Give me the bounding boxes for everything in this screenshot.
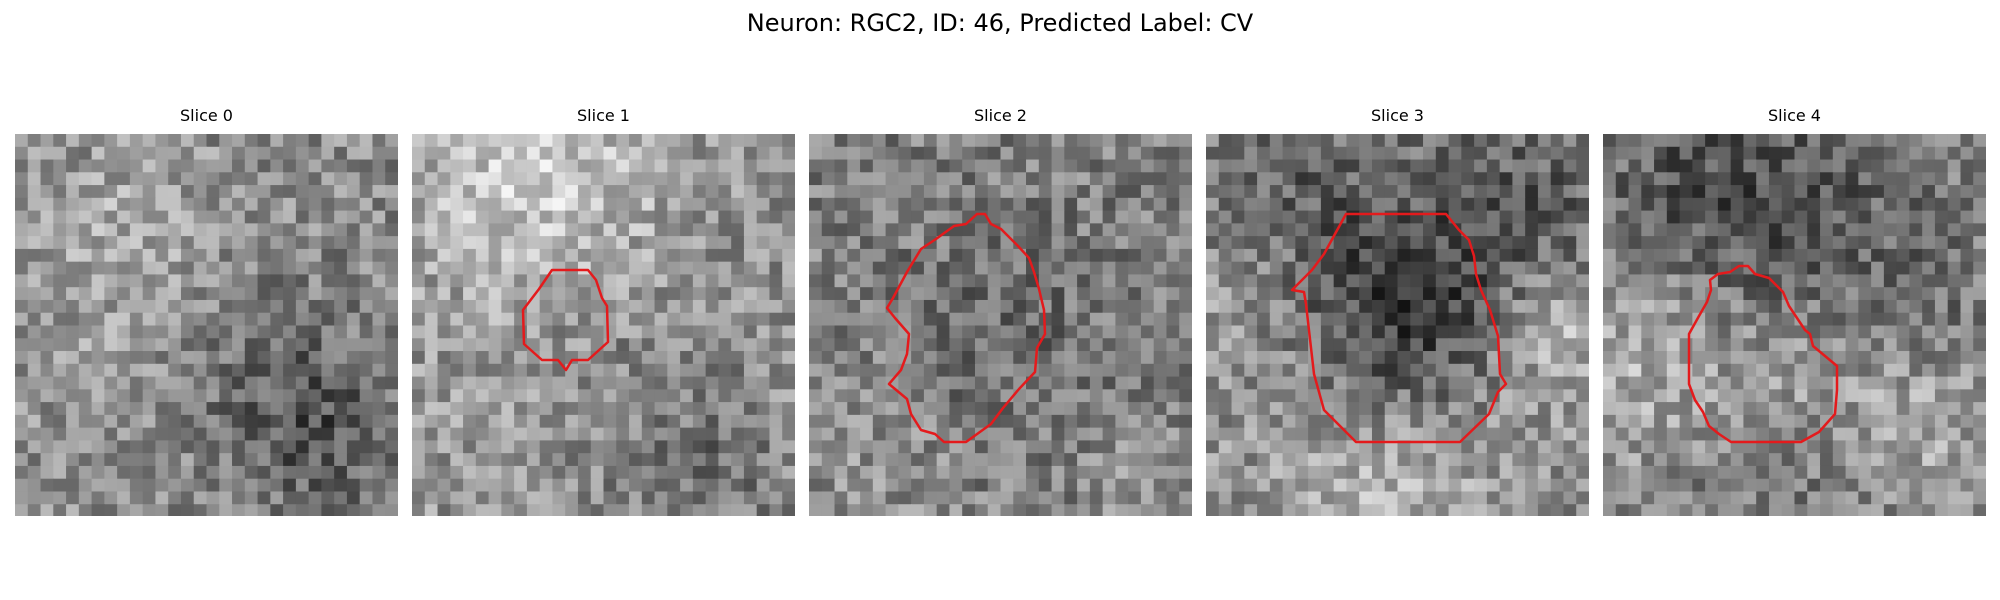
slice-panel-3: Slice 3 [1206, 106, 1589, 516]
slice-panel-4: Slice 4 [1603, 106, 1986, 516]
neuron-contour [1290, 212, 1508, 444]
slice-panel-2: Slice 2 [809, 106, 1192, 516]
intensity-grid [1206, 134, 1589, 516]
figure-title: Neuron: RGC2, ID: 46, Predicted Label: C… [746, 9, 1254, 37]
slice-panel-0: Slice 0 [15, 106, 398, 516]
intensity-grid [809, 134, 1192, 516]
slice-title: Slice 0 [180, 106, 233, 125]
intensity-grid [1603, 134, 1986, 516]
slice-image [809, 134, 1192, 516]
slice-panel-1: Slice 1 [412, 106, 795, 516]
neuron-contour [521, 268, 610, 372]
intensity-grid [15, 134, 398, 516]
slice-image [1603, 134, 1986, 516]
slice-title: Slice 1 [577, 106, 630, 125]
slice-image [1206, 134, 1589, 516]
neuron-contour [885, 212, 1047, 444]
slice-title: Slice 4 [1768, 106, 1821, 125]
slice-image [412, 134, 795, 516]
slice-image [15, 134, 398, 516]
neuron-contour [1687, 264, 1839, 444]
slice-title: Slice 2 [974, 106, 1027, 125]
slice-title: Slice 3 [1371, 106, 1424, 125]
intensity-grid [412, 134, 795, 516]
